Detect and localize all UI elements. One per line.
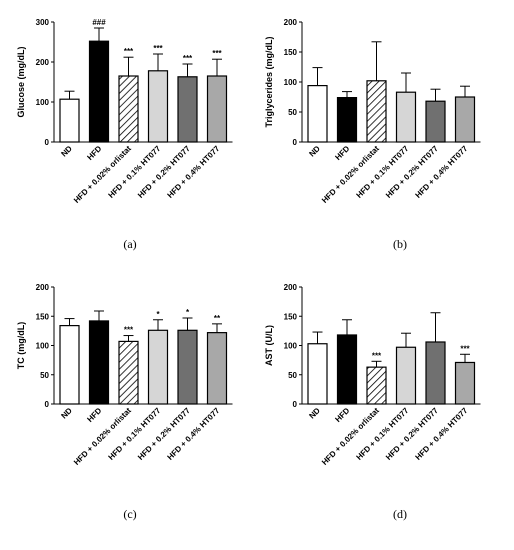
panel-label: (b) xyxy=(393,237,407,251)
y-tick-label: 200 xyxy=(36,283,50,292)
y-tick-label: 100 xyxy=(284,78,298,87)
category-label: ND xyxy=(307,406,322,421)
category-label: ND xyxy=(59,406,74,421)
y-tick-label: 200 xyxy=(284,283,298,292)
bar xyxy=(425,100,446,143)
bar xyxy=(395,91,417,143)
bar xyxy=(177,76,198,143)
category-label: HFD + 0.02% orlistat xyxy=(72,406,133,467)
category-label: HFD + 0.2% HT077 xyxy=(136,144,192,200)
significance-marker: * xyxy=(156,310,160,319)
category-label: HFD xyxy=(333,144,351,162)
y-tick-label: 0 xyxy=(45,400,50,409)
bar xyxy=(59,98,80,143)
bar xyxy=(336,96,358,143)
panel-label: (a) xyxy=(123,237,136,251)
category-label: HFD + 0.1% HT077 xyxy=(355,144,411,200)
significance-marker: *** xyxy=(183,54,193,63)
y-tick-label: 100 xyxy=(36,342,50,351)
y-tick-label: 150 xyxy=(284,48,298,57)
bar xyxy=(206,332,228,405)
panel-label: (c) xyxy=(123,507,136,521)
bar xyxy=(454,96,476,143)
y-tick-label: 0 xyxy=(45,138,50,147)
y-tick-label: 150 xyxy=(284,312,298,321)
chart-panel-4: 0 50 100 150 200 AST (U/L) ND HFD *** HFD + 0.02%… xyxy=(264,283,481,521)
bar xyxy=(88,320,110,405)
y-tick-label: 50 xyxy=(288,371,297,380)
y-axis-title: Glucose (mg/dL) xyxy=(16,46,26,117)
y-tick-label: 0 xyxy=(293,400,298,409)
significance-marker: *** xyxy=(124,47,134,56)
panel-label: (d) xyxy=(393,507,407,521)
category-label: HFD + 0.4% HT077 xyxy=(414,406,470,462)
y-tick-label: 50 xyxy=(288,108,297,117)
y-axis-title: TC (mg/dL) xyxy=(16,322,26,370)
category-label: HFD + 0.2% HT077 xyxy=(136,406,192,462)
y-axis-title: AST (U/L) xyxy=(264,325,274,366)
y-tick-label: 100 xyxy=(36,98,50,107)
significance-marker: * xyxy=(186,308,190,317)
bar xyxy=(366,366,387,405)
category-label: HFD + 0.02% orlistat xyxy=(72,144,133,205)
category-label: HFD xyxy=(85,144,103,162)
category-label: HFD + 0.2% HT077 xyxy=(384,144,440,200)
bar xyxy=(395,346,417,405)
bar xyxy=(336,334,358,405)
significance-marker: *** xyxy=(124,326,134,335)
category-label: HFD + 0.1% HT077 xyxy=(107,144,163,200)
category-label: HFD + 0.1% HT077 xyxy=(107,406,163,462)
bar xyxy=(118,340,139,405)
bar xyxy=(147,329,169,405)
y-tick-label: 100 xyxy=(284,342,298,351)
bar xyxy=(307,84,328,143)
category-label: HFD + 0.4% HT077 xyxy=(414,144,470,200)
category-label: HFD + 0.4% HT077 xyxy=(166,406,222,462)
bar xyxy=(454,361,476,405)
bar xyxy=(147,70,169,143)
bar xyxy=(88,40,110,143)
category-label: HFD + 0.4% HT077 xyxy=(166,144,222,200)
bar xyxy=(59,325,80,405)
significance-marker: ** xyxy=(214,314,221,323)
bar xyxy=(206,75,228,143)
significance-marker: *** xyxy=(372,351,382,360)
category-label: HFD + 0.02% orlistat xyxy=(320,144,381,205)
significance-marker: *** xyxy=(212,49,222,58)
y-tick-label: 50 xyxy=(40,371,49,380)
bar xyxy=(425,341,446,405)
chart-panel-1: 0 100 200 300 Glucose (mg/dL) ND ### HFD *** HFD … xyxy=(16,18,233,251)
y-axis-title: Triglycerides (mg/dL) xyxy=(264,36,274,127)
significance-marker: *** xyxy=(460,344,470,353)
category-label: HFD xyxy=(333,406,351,424)
y-tick-label: 300 xyxy=(36,18,50,27)
category-label: ND xyxy=(307,144,322,159)
y-tick-label: 200 xyxy=(36,58,50,67)
category-label: HFD + 0.2% HT077 xyxy=(384,406,440,462)
significance-marker: ### xyxy=(92,18,106,27)
y-tick-label: 0 xyxy=(293,138,298,147)
category-label: ND xyxy=(59,144,74,159)
y-tick-label: 150 xyxy=(36,312,50,321)
category-label: HFD xyxy=(85,406,103,424)
bar xyxy=(177,329,198,405)
y-tick-label: 200 xyxy=(284,18,298,27)
category-label: HFD + 0.02% orlistat xyxy=(320,406,381,467)
category-label: HFD + 0.1% HT077 xyxy=(355,406,411,462)
bar xyxy=(307,343,328,405)
significance-marker: *** xyxy=(153,44,163,53)
bar xyxy=(366,80,387,143)
bar xyxy=(118,75,139,143)
